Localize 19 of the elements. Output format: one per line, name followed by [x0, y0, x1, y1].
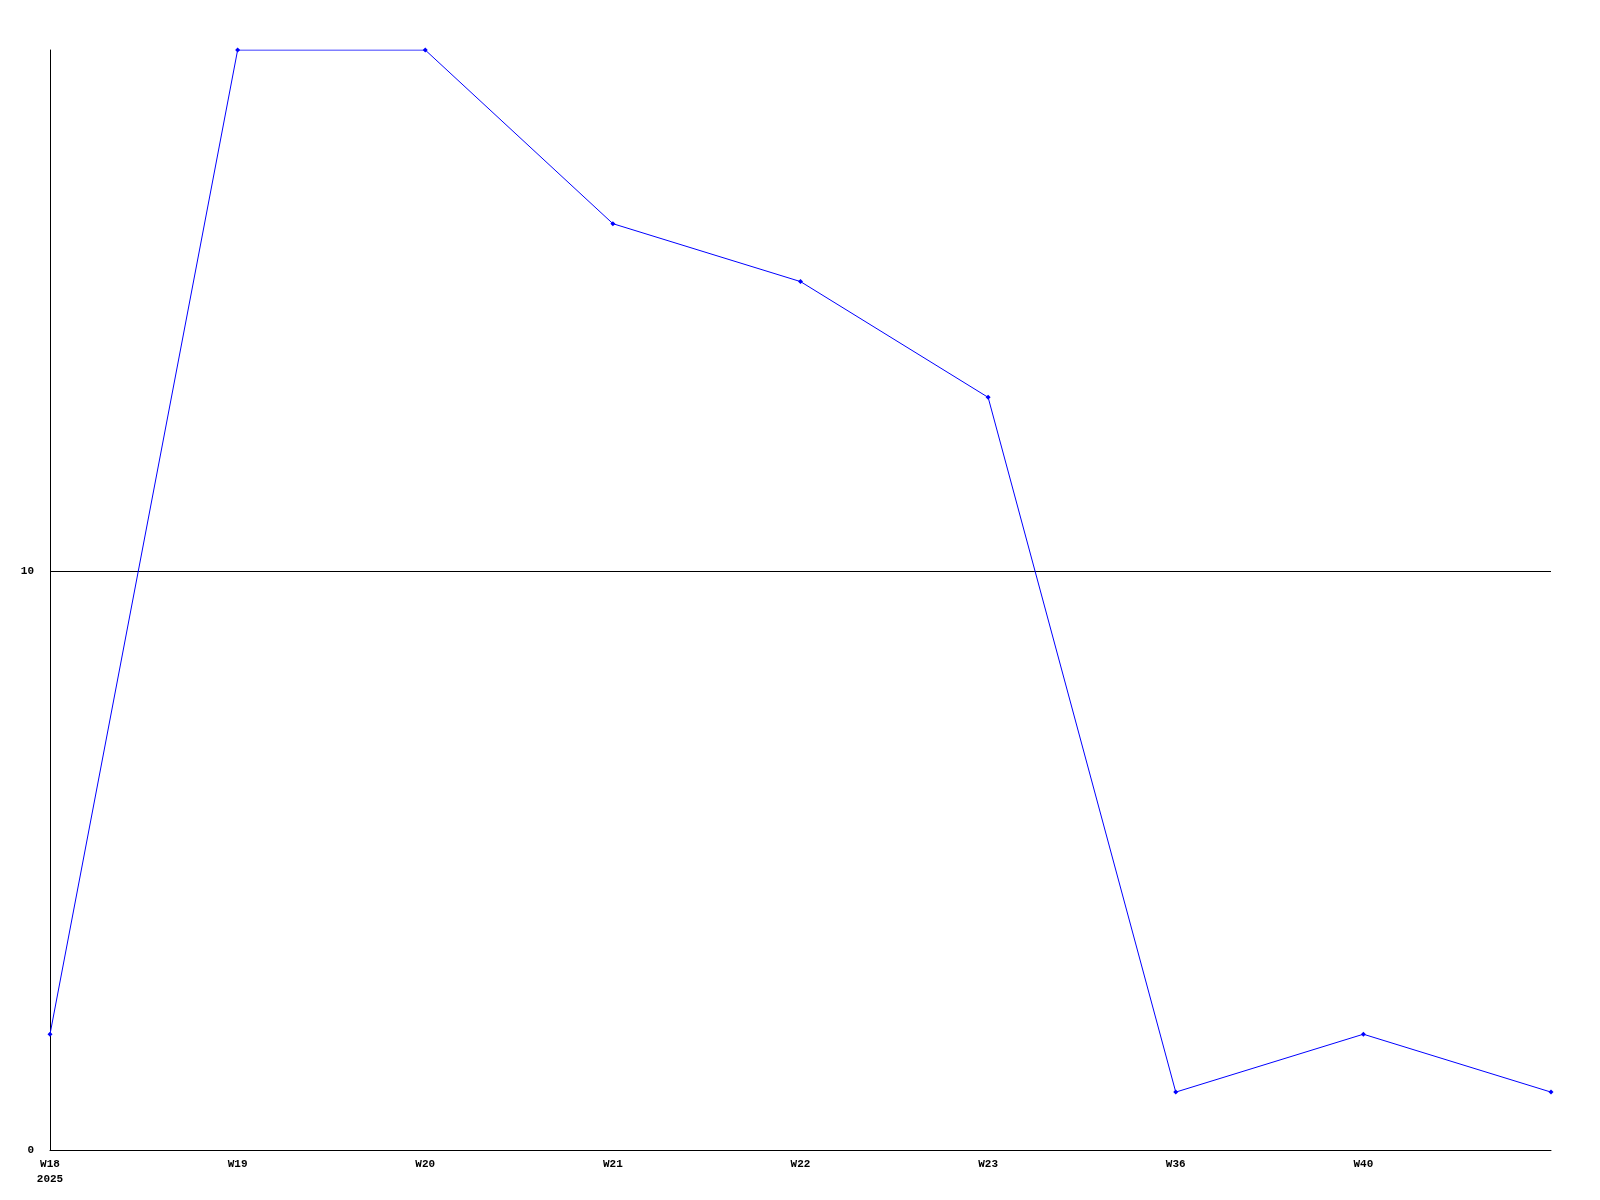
point [798, 279, 803, 285]
x-tick-label: W23 [978, 1157, 999, 1170]
x-tick-label: W22 [790, 1157, 811, 1170]
x-tick-label: W40 [1353, 1157, 1374, 1170]
x-tick-label: W21 [602, 1157, 624, 1170]
y-tick-label: 10 [20, 565, 34, 578]
x-tick-label: W19 [227, 1157, 248, 1170]
point [985, 394, 991, 400]
point [422, 47, 428, 53]
x-tick-label: W18 2025 [36, 1157, 64, 1185]
point [1173, 1089, 1179, 1095]
point [1548, 1089, 1554, 1095]
point [47, 1031, 53, 1037]
point [1360, 1031, 1366, 1037]
point [610, 221, 616, 227]
point [235, 47, 241, 53]
y-tick-label: 0 [27, 1144, 34, 1156]
x-tick-label: W20 [415, 1157, 436, 1170]
x-tick-label: W36 [1165, 1157, 1186, 1170]
